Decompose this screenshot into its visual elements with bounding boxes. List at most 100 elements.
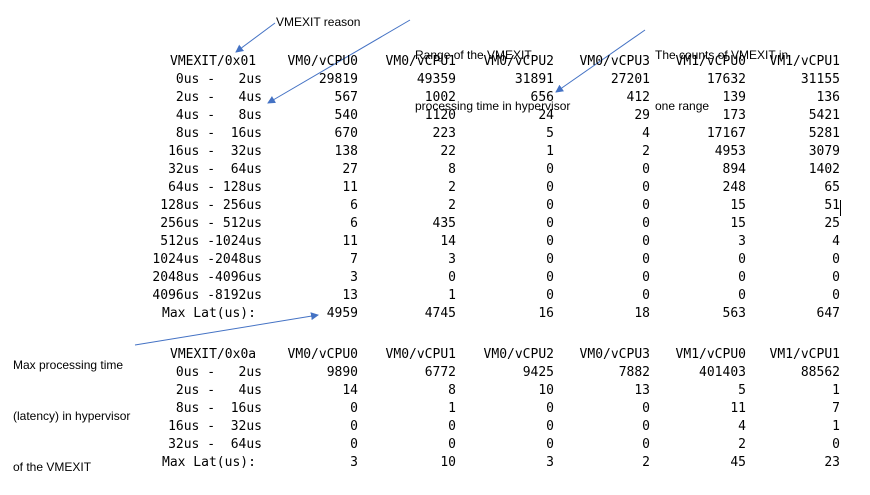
count-cell: 0 [546, 437, 554, 452]
range-label: 512us -1024us [160, 234, 262, 249]
count-cell: 4 [642, 126, 650, 141]
max-latency-value: 563 [722, 306, 746, 321]
count-cell: 0 [642, 180, 650, 195]
count-cell: 136 [816, 90, 840, 105]
range-label: 4us - 8us [175, 108, 262, 123]
table-row: 4us - 8us 540 1120 24 29 173 5421 [150, 107, 850, 125]
count-cell: 9425 [522, 365, 554, 380]
count-cell: 540 [334, 108, 358, 123]
table-row: 2048us -4096us 3 0 0 0 0 0 [150, 269, 850, 287]
column-header: VM1/vCPU0 [675, 54, 746, 69]
count-cell: 0 [350, 401, 358, 416]
count-cell: 0 [546, 419, 554, 434]
count-cell: 14 [440, 234, 456, 249]
annotation-range-line-1: Range of the VMEXIT [415, 48, 532, 62]
count-cell: 1002 [424, 90, 456, 105]
column-header: VM1/vCPU0 [675, 347, 746, 362]
count-cell: 1 [832, 419, 840, 434]
count-cell: 0 [448, 437, 456, 452]
annotation-range-line-2: processing time in hypervisor [415, 99, 571, 113]
arrow-to-range [267, 19, 411, 104]
count-cell: 1 [832, 383, 840, 398]
column-header: VM0/vCPU0 [287, 54, 358, 69]
text-cursor [840, 200, 841, 216]
count-cell: 0 [642, 288, 650, 303]
count-cell: 0 [832, 252, 840, 267]
count-cell: 670 [334, 126, 358, 141]
table-row: 1024us -2048us 7 3 0 0 0 0 [150, 251, 850, 269]
count-cell: 11 [342, 180, 358, 195]
count-cell: 0 [642, 216, 650, 231]
count-cell: 3 [448, 252, 456, 267]
count-cell: 6 [350, 216, 358, 231]
count-cell: 248 [722, 180, 746, 195]
column-header: VM1/vCPU1 [769, 54, 840, 69]
count-cell: 1120 [424, 108, 456, 123]
column-header: VM0/vCPU1 [385, 54, 456, 69]
max-latency-row: Max Lat(us): 3 10 3 2 45 23 [150, 454, 850, 472]
vmexit-reason-label: VMEXIT/0x0a [170, 347, 257, 362]
count-cell: 4953 [714, 144, 746, 159]
count-cell: 27 [342, 162, 358, 177]
count-cell: 412 [626, 90, 650, 105]
count-cell: 435 [432, 216, 456, 231]
range-label: 16us - 32us [168, 419, 262, 434]
table-row: 256us - 512us 6 435 0 0 15 25 [150, 215, 850, 233]
column-header: VM0/vCPU1 [385, 347, 456, 362]
count-cell: 1 [448, 288, 456, 303]
count-cell: 0 [832, 288, 840, 303]
count-cell: 0 [546, 401, 554, 416]
vmexit-table-0x0a: VMEXIT/0x0a VM0/vCPU0 VM0/vCPU1 VM0/vCPU… [150, 346, 850, 472]
max-latency-value: 3 [350, 455, 358, 470]
range-label: 16us - 32us [168, 144, 262, 159]
vmexit-reason-label: VMEXIT/0x01 [170, 54, 257, 69]
count-cell: 173 [722, 108, 746, 123]
annotation-counts-line-2: one range [655, 99, 710, 113]
count-cell: 24 [538, 108, 554, 123]
count-cell: 656 [530, 90, 554, 105]
count-cell: 7 [832, 401, 840, 416]
range-label: 32us - 64us [168, 162, 262, 177]
count-cell: 0 [448, 270, 456, 285]
range-label: 2048us -4096us [152, 270, 262, 285]
max-latency-value: 2 [642, 455, 650, 470]
table-row: 8us - 16us 0 1 0 0 11 7 [150, 400, 850, 418]
range-label: 128us - 256us [160, 198, 262, 213]
count-cell: 14 [342, 383, 358, 398]
table-row: 512us -1024us 11 14 0 0 3 4 [150, 233, 850, 251]
count-cell: 2 [448, 198, 456, 213]
count-cell: 5281 [808, 126, 840, 141]
count-cell: 65 [824, 180, 840, 195]
annotation-counts: The counts of VMEXIT in one range [655, 13, 788, 132]
arrow-to-reason [235, 22, 276, 53]
arrow-to-max-latency [134, 312, 319, 346]
column-header: VM0/vCPU2 [483, 347, 554, 362]
max-latency-value: 3 [546, 455, 554, 470]
table-body: 0us - 2us 29819 49359 31891 27201 17632 31155 2… [150, 71, 850, 305]
count-cell: 15 [730, 216, 746, 231]
count-cell: 0 [832, 270, 840, 285]
max-latency-value: 18 [634, 306, 650, 321]
table-row: 8us - 16us 670 223 5 4 17167 5281 [150, 125, 850, 143]
count-cell: 0 [832, 437, 840, 452]
count-cell: 0 [546, 162, 554, 177]
count-cell: 0 [546, 216, 554, 231]
arrow-to-counts [555, 29, 646, 93]
count-cell: 0 [642, 401, 650, 416]
count-cell: 29 [634, 108, 650, 123]
max-latency-value: 16 [538, 306, 554, 321]
annotation-max-line-1: Max processing time [13, 358, 124, 372]
count-cell: 3079 [808, 144, 840, 159]
vmexit-table-0x01: VMEXIT/0x01 VM0/vCPU0 VM0/vCPU1 VM0/vCPU… [150, 53, 850, 323]
range-label: 32us - 64us [168, 437, 262, 452]
count-cell: 27201 [610, 72, 650, 87]
count-cell: 5 [738, 383, 746, 398]
count-cell: 3 [738, 234, 746, 249]
count-cell: 0 [546, 180, 554, 195]
count-cell: 567 [334, 90, 358, 105]
count-cell: 0 [350, 437, 358, 452]
count-cell: 22 [440, 144, 456, 159]
count-cell: 2 [448, 180, 456, 195]
column-header: VM1/vCPU1 [769, 347, 840, 362]
